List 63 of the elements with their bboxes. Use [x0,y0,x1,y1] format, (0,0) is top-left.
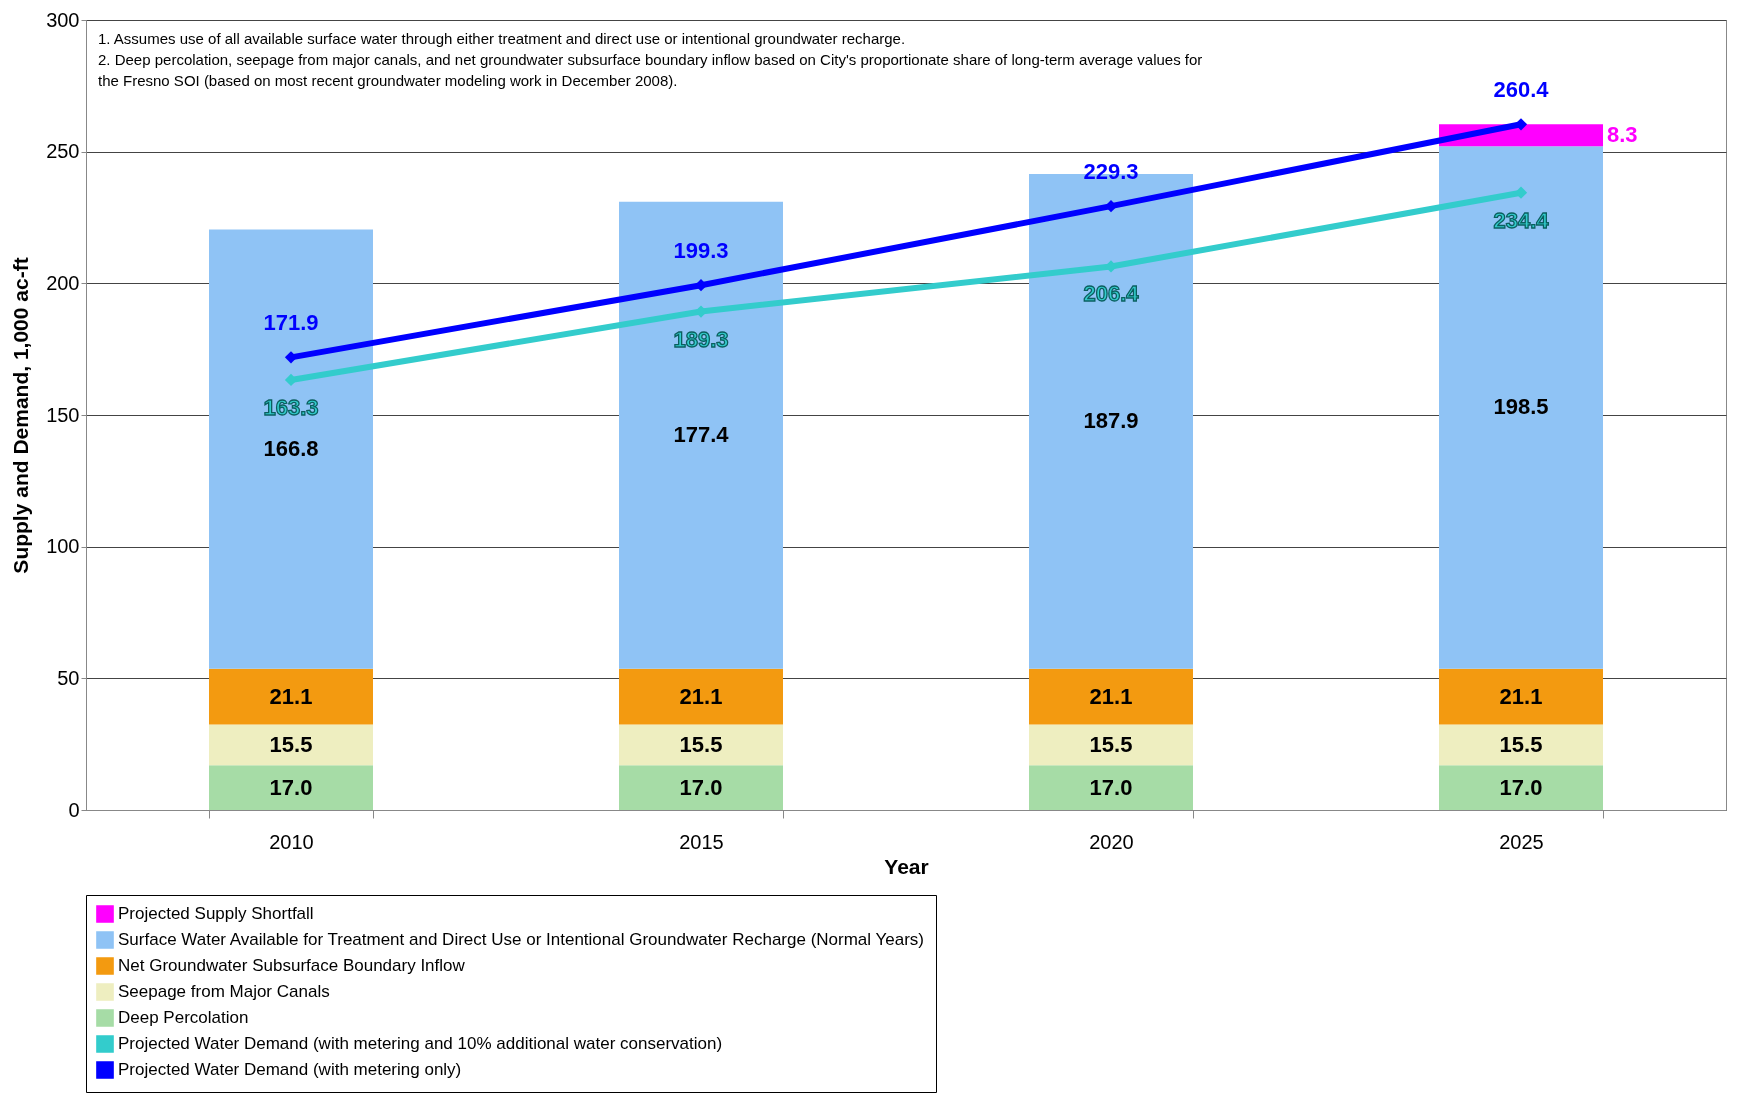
data-label: 171.9 [263,310,319,336]
annotation: 1. Assumes use of all available surface water through either treatment and direct use or intentional groundwater recharge. [98,30,906,47]
bar [209,724,373,766]
data-label: 21.1 [269,683,313,709]
bar [619,201,783,669]
bar [1439,765,1603,810]
x-tick-label: 2010 [269,830,314,853]
bar [619,668,783,725]
point [284,351,298,364]
legend-label: Deep Percolation [118,1008,249,1027]
data-label: 21.1 [1089,683,1133,709]
data-label: 17.0 [679,774,723,800]
legend-label: Seepage from Major Canals [118,982,330,1001]
data-label: 8.3 [1607,122,1638,148]
data-label: 15.5 [679,731,723,757]
bar [1439,724,1603,766]
y-tick-label: 0 [68,798,80,821]
y-tick-label: 150 [46,403,80,426]
data-label: 17.0 [1089,774,1133,800]
data-label: 189.3 [673,326,729,352]
data-label: 198.5 [1493,394,1549,420]
y-axis-title: Supply and Demand, 1,000 ac-ft [9,257,33,574]
data-label: 17.0 [269,774,313,800]
bar [619,724,783,766]
bar [209,229,373,669]
data-label: 15.5 [1089,731,1133,757]
y-tick-label: 200 [46,271,80,294]
data-label: 15.5 [1499,731,1543,757]
y-tick-label: 100 [46,535,80,558]
data-label: 199.3 [673,238,729,264]
data-label: 260.4 [1493,77,1550,103]
data-label: 163.3 [263,394,319,420]
bar [1029,765,1193,810]
bar [209,765,373,810]
data-label: 166.8 [263,436,319,462]
legend-label: Projected Water Demand (with metering and 10% additional water conservation) [118,1034,723,1053]
y-tick-label: 250 [46,140,80,163]
data-label: 234.4 [1493,207,1550,233]
bar [209,668,373,725]
x-tick-label: 2020 [1089,830,1134,853]
legend-label: Projected Water Demand (with metering only) [118,1060,462,1079]
x-axis-title: Year [884,854,929,878]
bar [1439,146,1603,669]
bar [1029,724,1193,766]
data-label: 206.4 [1083,281,1140,307]
bar [1439,668,1603,725]
y-tick-label: 300 [46,8,80,31]
annotation: 2. Deep percolation, seepage from major canals, and net groundwater subsurface boundary inflow based on City's proportionate share of long-term average values for the Fresno SOI (based on most recent groundwater modeling work in December 2008). [98,51,1203,89]
x-tick-label: 2015 [679,830,724,853]
data-label: 21.1 [679,683,723,709]
bar [619,765,783,810]
data-label: 177.4 [673,422,730,448]
data-label: 15.5 [269,731,313,757]
legend-label: Projected Supply Shortfall [118,904,314,923]
bar [1029,668,1193,725]
data-label: 229.3 [1083,159,1139,185]
x-tick-label: 2025 [1499,830,1544,853]
data-label: 21.1 [1499,683,1543,709]
legend-label: Net Groundwater Subsurface Boundary Inflow [118,956,466,975]
data-label: 17.0 [1499,774,1543,800]
y-tick-label: 50 [57,666,80,689]
legend-label: Surface Water Available for Treatment and Direct Use or Intentional Groundwater Recharge (Normal Years) [118,930,924,949]
data-label: 187.9 [1083,408,1139,434]
